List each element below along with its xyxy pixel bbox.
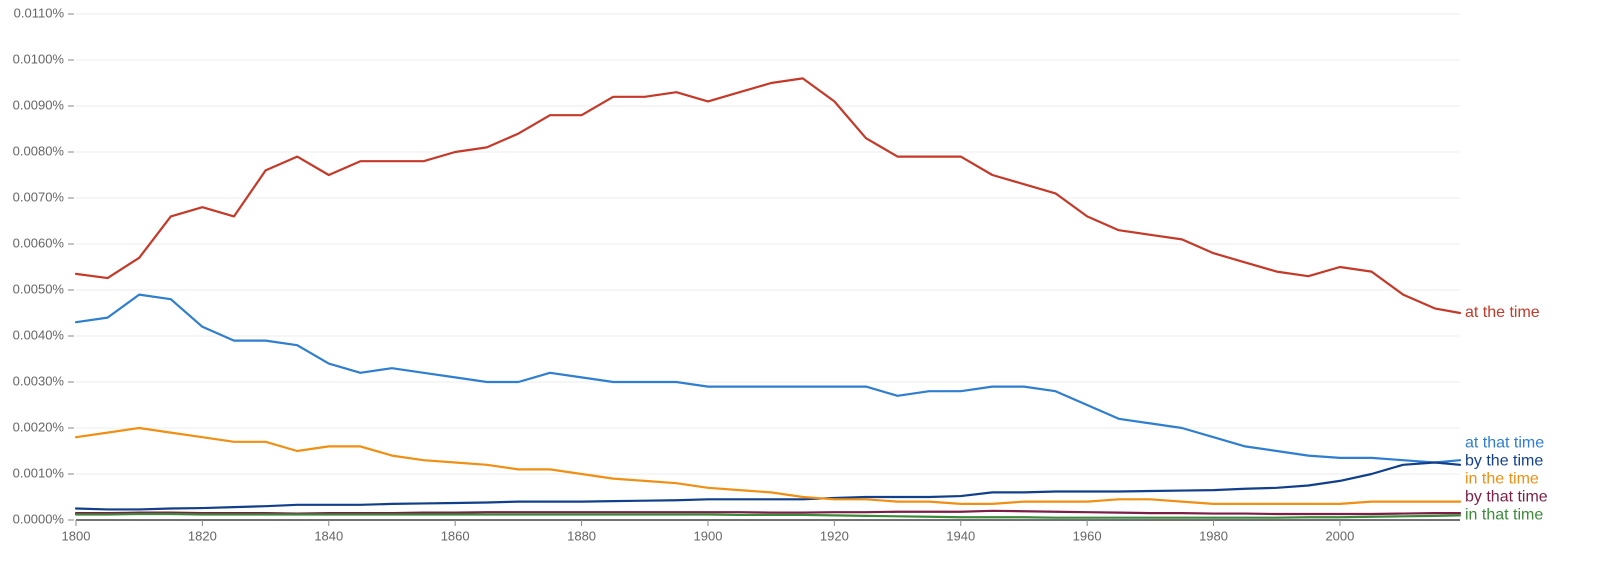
x-tick-label: 1840: [314, 528, 343, 543]
y-tick-label: 0.0080%: [13, 143, 65, 158]
x-tick-label: 1920: [820, 528, 849, 543]
x-tick-label: 2000: [1325, 528, 1354, 543]
series-label: by the time: [1465, 453, 1543, 470]
x-tick-label: 1820: [188, 528, 217, 543]
series-label: at that time: [1465, 435, 1544, 452]
y-tick-label: 0.0070%: [13, 189, 65, 204]
y-tick-label: 0.0030%: [13, 373, 65, 388]
series-label: at the time: [1465, 304, 1540, 321]
series-line: [74, 77, 1462, 315]
y-tick-label: 0.0040%: [13, 327, 65, 342]
series-label: in that time: [1465, 507, 1543, 524]
series-label: by that time: [1465, 489, 1548, 506]
x-tick-label: 1860: [441, 528, 470, 543]
series-line: [74, 293, 1462, 464]
x-tick-label: 1800: [62, 528, 91, 543]
y-tick-label: 0.0060%: [13, 235, 65, 250]
y-tick-label: 0.0110%: [14, 5, 65, 20]
y-tick-label: 0.0100%: [13, 51, 65, 66]
y-tick-label: 0.0050%: [13, 281, 65, 296]
series-line: [74, 426, 1462, 505]
series-label: in the time: [1465, 471, 1539, 488]
x-tick-label: 1960: [1073, 528, 1102, 543]
x-tick-label: 1940: [946, 528, 975, 543]
x-tick-label: 1980: [1199, 528, 1228, 543]
y-tick-label: 0.0000%: [13, 511, 65, 526]
x-tick-label: 1880: [567, 528, 596, 543]
series-line: [74, 512, 1462, 519]
x-tick-label: 1900: [694, 528, 723, 543]
series-line: [74, 461, 1462, 511]
y-tick-label: 0.0010%: [13, 465, 65, 480]
y-tick-label: 0.0020%: [13, 419, 65, 434]
y-tick-label: 0.0090%: [13, 97, 65, 112]
